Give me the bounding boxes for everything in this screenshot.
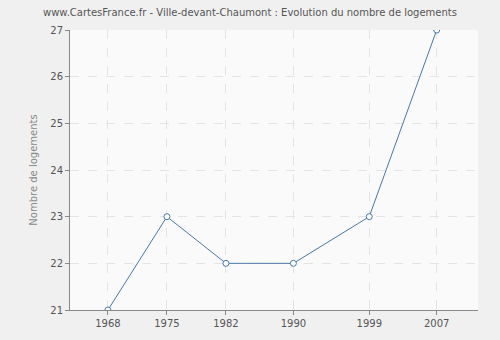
svg-text:1999: 1999 (357, 318, 382, 329)
svg-text:26: 26 (50, 71, 63, 82)
svg-text:25: 25 (50, 118, 63, 129)
svg-text:1990: 1990 (281, 318, 306, 329)
svg-text:24: 24 (50, 165, 63, 176)
svg-text:23: 23 (50, 211, 63, 222)
svg-text:1968: 1968 (95, 318, 120, 329)
svg-text:21: 21 (50, 305, 63, 316)
svg-text:www.CartesFrance.fr - Ville-de: www.CartesFrance.fr - Ville-devant-Chaum… (43, 7, 457, 18)
svg-text:1982: 1982 (213, 318, 238, 329)
svg-text:27: 27 (50, 25, 63, 36)
svg-text:2007: 2007 (424, 318, 449, 329)
svg-text:22: 22 (50, 258, 63, 269)
svg-text:1975: 1975 (154, 318, 179, 329)
svg-text:Nombre de logements: Nombre de logements (28, 114, 39, 225)
